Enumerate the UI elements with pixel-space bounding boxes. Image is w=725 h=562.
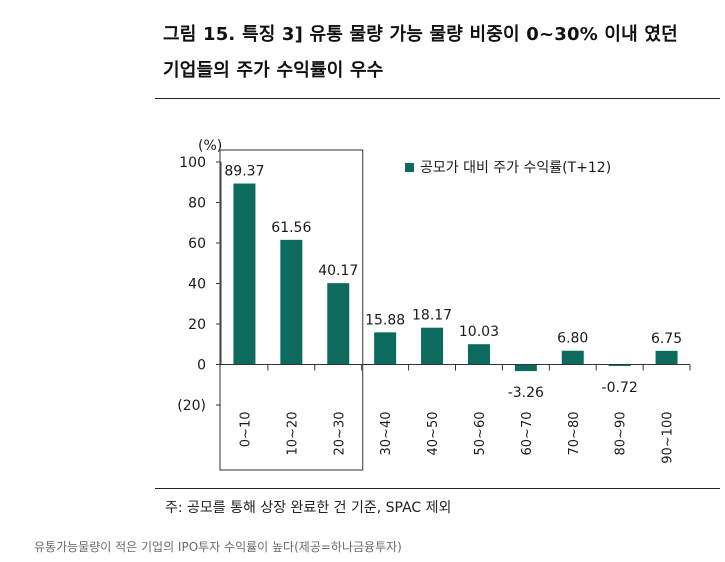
y-axis: 100 80 60 40 20 0 (20) (%): [177, 138, 222, 414]
bar-0~10: [233, 183, 256, 365]
top-rule: [155, 98, 720, 99]
bar-20~30: [327, 283, 350, 365]
data-label-40~50: 18.17: [412, 308, 452, 324]
bar-30~40: [374, 332, 397, 365]
bar-chart: 100 80 60 40 20 0 (20) (%) 89.37 61.56 40.17 15.88…: [177, 138, 691, 471]
bars: [233, 183, 678, 372]
bar-10~20: [280, 239, 303, 365]
bottom-rule: [155, 488, 720, 489]
data-labels: 89.37 61.56 40.17 15.88 18.17 10.03 -3.26 6.80 -…: [224, 164, 682, 402]
data-label-80~90: -0.72: [602, 380, 638, 396]
chart-title-line1: 그림 15. 특징 3] 유통 물량 가능 물량 비중이 0~30% 이내 였던: [163, 24, 678, 45]
highlight-box: [219, 149, 364, 471]
bar-70~80: [561, 350, 584, 365]
bar-80~90: [608, 364, 631, 366]
legend-label: 공모가 대비 주가 수익률(T+12): [420, 160, 611, 176]
x-tick-label-10~20: 10~20: [285, 412, 300, 456]
y-tick-label: (20): [177, 398, 206, 414]
y-tick-label: 100: [179, 155, 206, 171]
x-tick-label-80~90: 80~90: [614, 412, 629, 456]
chart-title-line2: 기업들의 주가 수익률이 우수: [163, 60, 384, 81]
x-tick-label-90~100: 90~100: [661, 412, 676, 464]
bar-60~70: [514, 364, 537, 372]
data-label-20~30: 40.17: [318, 263, 358, 279]
data-label-90~100: 6.75: [651, 331, 682, 347]
data-label-10~20: 61.56: [271, 220, 311, 236]
image-caption: 유통가능물량이 적은 기업의 IPO투자 수익률이 높다(제공=하나금융투자): [34, 540, 402, 554]
legend-swatch: [405, 163, 414, 172]
y-tick-label: 80: [188, 196, 206, 212]
x-tick-label-70~80: 70~80: [567, 412, 582, 456]
y-unit-label: (%): [198, 138, 222, 154]
data-label-60~70: -3.26: [508, 385, 544, 401]
bar-40~50: [421, 327, 444, 365]
bar-90~100: [655, 350, 678, 365]
x-tick-label-50~60: 50~60: [473, 412, 488, 456]
x-axis: 0~10 10~20 20~30 30~40 40~50 50~60 60~70 70~80 8…: [216, 364, 691, 464]
y-tick-label: 0: [197, 358, 206, 374]
data-label-50~60: 10.03: [459, 324, 499, 340]
x-tick-label-0~10: 0~10: [238, 412, 253, 448]
legend: 공모가 대비 주가 수익률(T+12): [405, 160, 611, 176]
x-tick-label-30~40: 30~40: [379, 412, 394, 456]
highlight-box-group: [219, 149, 364, 471]
y-tick-label: 20: [188, 317, 206, 333]
data-label-30~40: 15.88: [365, 312, 405, 328]
data-label-0~10: 89.37: [224, 164, 264, 180]
x-tick-label-40~50: 40~50: [426, 412, 441, 456]
y-tick-label: 60: [188, 236, 206, 252]
y-tick-label: 40: [188, 277, 206, 293]
chart-note: 주: 공모를 통해 상장 완료한 건 기준, SPAC 제외: [165, 500, 452, 516]
x-tick-label-60~70: 60~70: [520, 412, 535, 456]
data-label-70~80: 6.80: [557, 331, 588, 347]
bar-50~60: [467, 344, 490, 365]
x-tick-label-20~30: 20~30: [332, 412, 347, 456]
